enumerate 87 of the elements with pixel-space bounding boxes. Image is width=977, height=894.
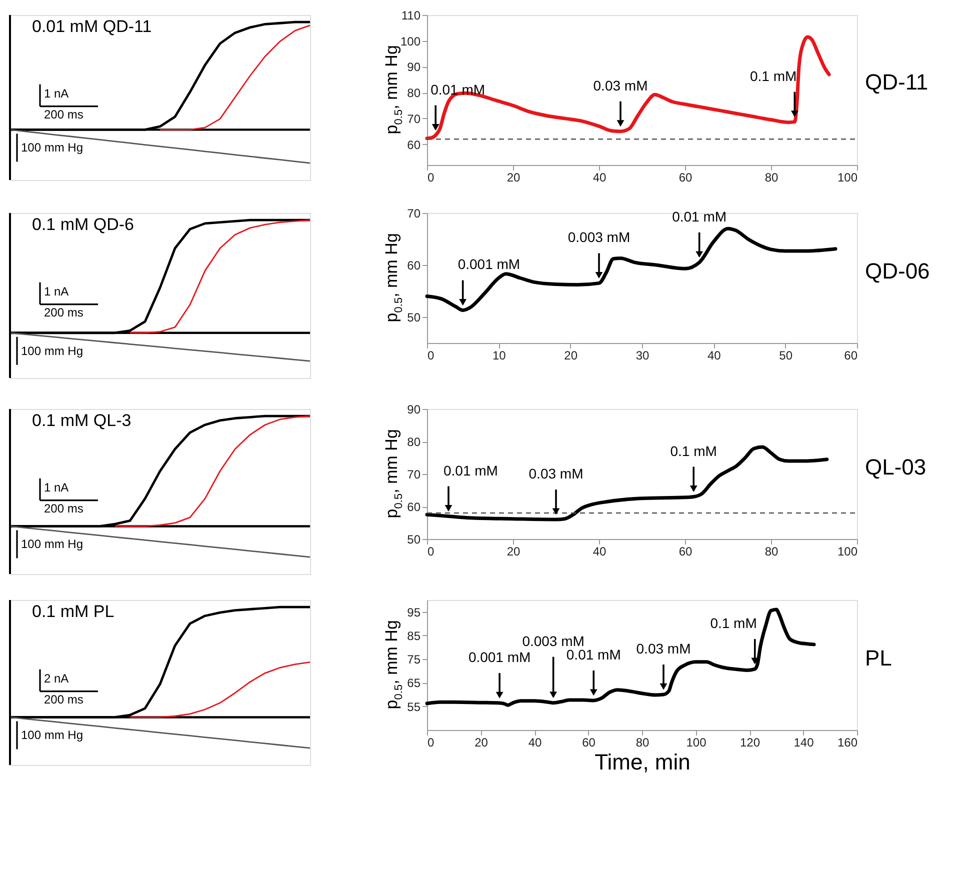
annotation: 1 nA xyxy=(44,86,69,100)
annotation: 0.003 mM xyxy=(522,632,584,649)
text: QD-11 xyxy=(865,70,928,94)
y-tick-label: 50 xyxy=(407,532,421,546)
x-tick-label: 0 xyxy=(428,544,434,558)
annotation: 0.03 mM xyxy=(636,640,691,657)
x-tick-label: 0 xyxy=(428,170,434,184)
annotation: 0.001 mM xyxy=(458,256,520,272)
annotation: 100 mm Hg xyxy=(21,537,84,552)
y-tick-label: 85 xyxy=(407,628,421,643)
annotation: 100 mm Hg xyxy=(21,344,84,358)
annotation: 100 mm Hg xyxy=(21,140,84,155)
x-tick-label: 120 xyxy=(740,736,760,750)
y-tick-label: 110 xyxy=(401,8,421,22)
y-axis-title: p0.5, mm Hg xyxy=(382,233,405,322)
annotation: 0.1 mM xyxy=(670,442,717,459)
text: QL-03 xyxy=(865,454,926,480)
annotation: 0.01 mM xyxy=(566,646,621,662)
annotation: 0.1 mM xyxy=(750,68,797,84)
x-tick-label: 40 xyxy=(592,544,606,558)
annotation: 0.03 mM xyxy=(528,466,584,482)
y-tick-label: 75 xyxy=(407,652,421,667)
annotation: 0.1 mM xyxy=(710,615,757,632)
line-series xyxy=(425,226,838,312)
y-axis-title: p0.5, mm Hg xyxy=(382,429,405,518)
x-tick-label: 60 xyxy=(582,736,596,750)
y-tick-label: 80 xyxy=(407,435,421,449)
x-tick-label: 80 xyxy=(764,170,778,184)
text: QD-06 xyxy=(865,258,930,284)
x-tick-label: 140 xyxy=(794,736,814,750)
x-tick-label: 20 xyxy=(474,736,488,750)
y-tick-label: 95 xyxy=(407,605,421,620)
chart-title: 0.1 mM QL-3 xyxy=(32,411,132,430)
chart-title: 0.1 mM QD-6 xyxy=(32,215,134,234)
x-tick-label: 160 xyxy=(837,736,858,750)
x-tick-label: 80 xyxy=(636,736,650,750)
text: PL xyxy=(865,646,892,670)
y-axis-title: p0.5, mm Hg xyxy=(382,620,405,710)
x-tick-label: 40 xyxy=(592,170,606,184)
annotation: 0.003 mM xyxy=(568,229,630,246)
x-tick-label: 0 xyxy=(428,348,434,362)
x-tick-label: 50 xyxy=(779,348,793,362)
annotation: 200 ms xyxy=(44,305,84,320)
y-tick-label: 55 xyxy=(407,700,421,714)
x-axis-title: Time, min xyxy=(594,750,690,774)
annotation: 200 ms xyxy=(44,692,84,706)
annotation: 0.01 mM xyxy=(672,208,727,224)
line-series xyxy=(425,608,816,707)
y-tick-label: 70 xyxy=(407,112,421,126)
annotation: 200 ms xyxy=(44,501,84,516)
x-tick-label: 40 xyxy=(528,736,542,750)
x-tick-label: 100 xyxy=(686,736,707,750)
annotation: 0.01 mM xyxy=(444,462,498,478)
annotation: 0.03 mM xyxy=(593,77,648,94)
annotation: 0.001 mM xyxy=(468,649,531,666)
annotation: 100 mm Hg xyxy=(21,728,84,742)
x-tick-label: 100 xyxy=(837,544,858,558)
x-tick-label: 60 xyxy=(844,348,858,362)
y-tick-label: 90 xyxy=(407,402,421,416)
y-tick-label: 80 xyxy=(407,86,421,100)
x-tick-label: 20 xyxy=(506,544,520,558)
y-tick-label: 60 xyxy=(407,258,421,272)
x-tick-label: 80 xyxy=(764,544,778,558)
y-tick-label: 60 xyxy=(407,500,421,514)
x-tick-label: 0 xyxy=(428,736,434,750)
y-tick-label: 90 xyxy=(407,60,421,74)
x-tick-label: 60 xyxy=(678,544,692,558)
y-tick-label: 65 xyxy=(407,676,421,690)
x-tick-label: 10 xyxy=(492,348,506,362)
x-tick-label: 40 xyxy=(707,348,722,362)
annotation: 200 ms xyxy=(44,107,84,122)
x-tick-label: 30 xyxy=(636,348,650,362)
y-tick-label: 70 xyxy=(407,468,421,482)
x-tick-label: 60 xyxy=(678,170,692,184)
chart-title: 0.1 mM PL xyxy=(32,602,114,621)
annotation: 2 nA xyxy=(44,671,69,686)
line-series xyxy=(425,35,831,140)
y-tick-label: 70 xyxy=(407,206,421,220)
chart-title: 0.01 mM QD-11 xyxy=(32,17,152,36)
x-tick-label: 20 xyxy=(564,348,578,362)
annotation: 1 nA xyxy=(44,480,69,494)
y-tick-label: 60 xyxy=(407,138,421,152)
annotation: 1 nA xyxy=(44,284,69,298)
y-tick-label: 50 xyxy=(407,310,421,324)
x-tick-label: 100 xyxy=(837,170,858,184)
x-tick-label: 20 xyxy=(506,170,520,184)
line-series xyxy=(425,445,829,522)
